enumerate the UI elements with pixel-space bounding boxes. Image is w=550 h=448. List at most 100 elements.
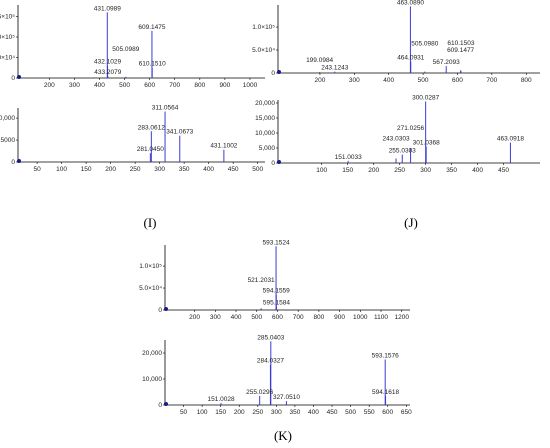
peak-label: 609.1475 (138, 24, 165, 31)
peak-label: 311.0564 (152, 105, 179, 112)
x-tick-label: 900 (334, 314, 345, 321)
peak-label: 281.0450 (137, 146, 164, 153)
x-tick-label: 150 (81, 166, 92, 173)
x-tick-label: 350 (179, 166, 190, 173)
x-tick-label: 300 (154, 166, 165, 173)
x-tick-label: 300 (210, 314, 221, 321)
panel-label: (I) (144, 215, 157, 230)
x-tick-label: 500 (251, 314, 262, 321)
peak-label: 327.0510 (273, 394, 300, 401)
peak-label: 567.2093 (433, 59, 460, 66)
y-tick-label: 5.0×10⁴ (139, 285, 162, 292)
peak-label: 284.0327 (257, 358, 284, 365)
x-tick-label: 500 (345, 409, 356, 416)
peak-label: 610.1510 (139, 61, 166, 68)
x-tick-label: 600 (272, 314, 283, 321)
x-tick-label: 300 (271, 409, 282, 416)
peak-label: 432.1029 (94, 59, 121, 66)
x-tick-label: 50 (33, 166, 41, 173)
y-tick-label: 1.0×10⁵ (139, 263, 162, 270)
x-tick-label: 100 (316, 167, 327, 174)
peak-label: 593.1576 (372, 353, 399, 360)
x-tick-label: 450 (498, 167, 509, 174)
y-tick-label: 10,000 (142, 376, 162, 383)
y-tick-label: 20,000 (255, 100, 275, 107)
x-tick-label: 500 (252, 166, 263, 173)
x-tick-label: 100 (197, 409, 208, 416)
x-tick-label: 1000 (243, 82, 258, 89)
x-tick-label: 1200 (394, 314, 409, 321)
x-tick-label: 200 (234, 409, 245, 416)
x-tick-label: 800 (194, 82, 205, 89)
x-tick-label: 700 (293, 314, 304, 321)
x-tick-label: 100 (56, 166, 67, 173)
y-tick-label: 1.5×10⁵ (0, 13, 15, 20)
x-tick-label: 150 (215, 409, 226, 416)
y-tick-label: 0 (158, 307, 162, 314)
peak-label: 341.0673 (166, 129, 193, 136)
y-tick-label: 10,000 (0, 115, 15, 122)
peak-label: 199.0984 (306, 57, 333, 64)
x-tick-label: 150 (342, 167, 353, 174)
peak-label: 431.0989 (94, 5, 121, 12)
y-tick-label: 15,000 (255, 115, 275, 122)
peak-label: 463.0890 (397, 0, 424, 6)
x-tick-label: 250 (394, 167, 405, 174)
x-tick-label: 400 (383, 77, 394, 84)
y-tick-label: 0 (158, 402, 162, 409)
x-tick-label: 1000 (353, 314, 368, 321)
x-tick-label: 250 (130, 166, 141, 173)
x-tick-label: 700 (169, 82, 180, 89)
x-tick-label: 900 (219, 82, 230, 89)
y-tick-label: 5,000 (259, 145, 276, 152)
x-tick-label: 200 (189, 314, 200, 321)
peak-label: 433.2079 (94, 69, 121, 76)
y-tick-label: 0 (11, 159, 15, 166)
peak-label: 301.0368 (413, 140, 440, 147)
x-tick-label: 800 (313, 314, 324, 321)
x-tick-label: 650 (401, 409, 412, 416)
peak-label: 505.0989 (112, 46, 139, 53)
y-tick-label: 5.0×10⁴ (252, 47, 275, 54)
peak-label: 271.0256 (397, 125, 424, 132)
x-tick-label: 600 (452, 77, 463, 84)
panel-label: (J) (404, 215, 418, 230)
origin-marker (164, 307, 168, 311)
origin-marker (17, 75, 21, 79)
y-tick-label: 1.0×10⁵ (0, 34, 15, 41)
x-tick-label: 200 (44, 82, 55, 89)
peak-label: 505.0980 (411, 41, 438, 48)
peak-label: 594.1559 (263, 288, 290, 295)
peak-label: 463.0918 (497, 136, 524, 143)
peak-label: 300.0287 (412, 95, 439, 102)
panel-label: (K) (274, 428, 292, 443)
origin-marker (277, 160, 281, 164)
x-tick-label: 500 (119, 82, 130, 89)
x-tick-label: 350 (446, 167, 457, 174)
x-tick-label: 400 (231, 314, 242, 321)
x-tick-label: 700 (486, 77, 497, 84)
peak-label: 609.1477 (447, 47, 474, 54)
y-tick-label: 20,000 (142, 350, 162, 357)
x-tick-label: 300 (69, 82, 80, 89)
y-tick-label: 0 (11, 75, 15, 82)
peak-label: 285.0403 (257, 334, 284, 341)
peak-label: 431.1002 (210, 143, 237, 150)
x-tick-label: 400 (203, 166, 214, 173)
peak-label: 151.0028 (207, 396, 234, 403)
x-tick-label: 450 (327, 409, 338, 416)
peak-label: 521.2031 (248, 277, 275, 284)
peak-label: 464.0931 (397, 55, 424, 62)
x-tick-label: 400 (308, 409, 319, 416)
x-tick-label: 250 (252, 409, 263, 416)
x-tick-label: 600 (382, 409, 393, 416)
peak-label: 610.1503 (447, 40, 474, 47)
peak-label: 595.1584 (263, 299, 290, 306)
x-tick-label: 400 (472, 167, 483, 174)
y-tick-label: 0 (271, 70, 275, 77)
x-tick-label: 800 (521, 77, 532, 84)
x-tick-label: 500 (418, 77, 429, 84)
x-tick-label: 600 (144, 82, 155, 89)
x-tick-label: 450 (228, 166, 239, 173)
x-tick-label: 200 (105, 166, 116, 173)
